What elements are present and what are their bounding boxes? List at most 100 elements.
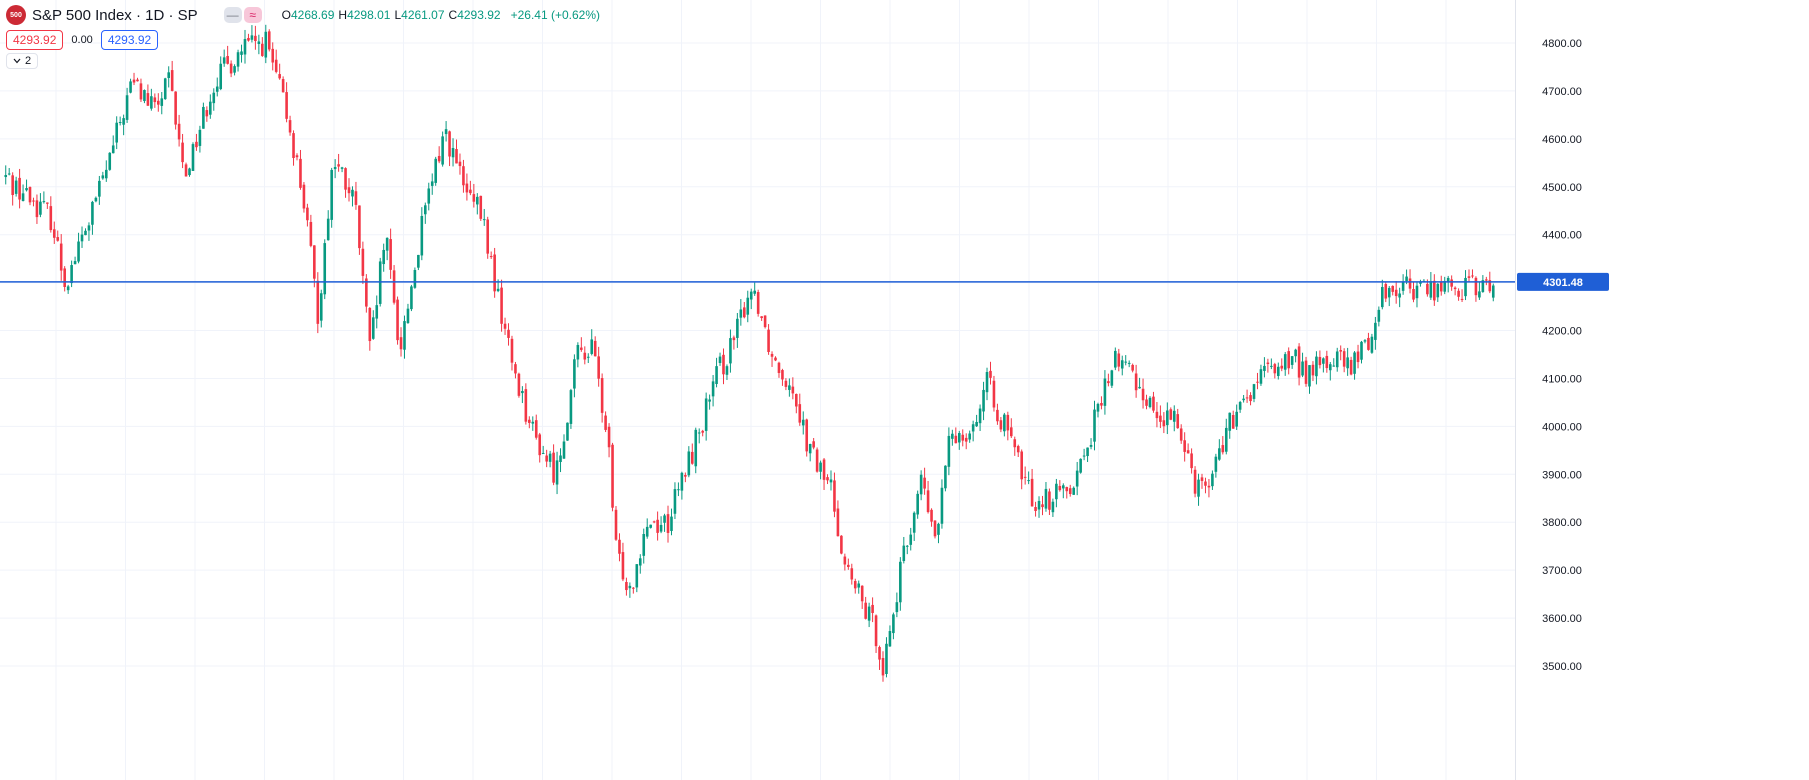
buy-price-button[interactable]: 4293.92 bbox=[100, 30, 159, 50]
candle-body bbox=[285, 92, 288, 119]
candle bbox=[725, 364, 729, 381]
price-label-text: 4301.48 bbox=[1543, 277, 1583, 289]
candle bbox=[895, 592, 899, 618]
candle-body bbox=[1179, 428, 1183, 441]
candle bbox=[878, 645, 881, 670]
candle bbox=[885, 637, 888, 678]
approx-toggle-icon[interactable]: ≈ bbox=[243, 7, 262, 23]
candle bbox=[1169, 407, 1173, 421]
candle bbox=[469, 180, 472, 196]
candle bbox=[1360, 340, 1363, 364]
candle-body bbox=[989, 370, 992, 378]
candle bbox=[697, 428, 701, 444]
candle-body bbox=[704, 398, 708, 431]
candle bbox=[808, 443, 812, 462]
candle-body bbox=[926, 490, 930, 513]
minus-toggle-icon[interactable]: — bbox=[223, 7, 242, 23]
candle bbox=[226, 45, 229, 65]
candle bbox=[1082, 448, 1086, 461]
candle bbox=[46, 202, 49, 209]
candle-body bbox=[812, 441, 815, 448]
sell-price-button[interactable]: 4293.92 bbox=[6, 30, 64, 50]
candle-body bbox=[715, 366, 718, 384]
candle-body bbox=[798, 404, 802, 423]
candle bbox=[479, 195, 483, 221]
candle-body bbox=[1467, 276, 1471, 278]
candle-body bbox=[1290, 356, 1294, 365]
candle bbox=[403, 315, 406, 359]
candle bbox=[1381, 279, 1384, 310]
candle-body bbox=[132, 79, 136, 83]
candle bbox=[215, 77, 219, 97]
candle-body bbox=[337, 164, 340, 167]
candle bbox=[313, 245, 316, 288]
candle-body bbox=[451, 148, 455, 158]
candle-body bbox=[1249, 395, 1252, 402]
candle-body bbox=[42, 201, 46, 203]
y-tick-label: 3500.00 bbox=[1542, 661, 1582, 673]
candle-body bbox=[333, 167, 337, 170]
candle-body bbox=[1190, 453, 1193, 469]
candle-body bbox=[611, 444, 614, 508]
candle-body bbox=[645, 526, 649, 537]
candle-body bbox=[933, 520, 937, 537]
indicators-collapse-button[interactable]: 2 bbox=[6, 53, 39, 69]
candle bbox=[333, 159, 337, 179]
candle bbox=[451, 138, 455, 167]
candle-body bbox=[874, 615, 878, 647]
candle-body bbox=[1138, 386, 1141, 389]
candle bbox=[330, 167, 333, 228]
candle bbox=[257, 34, 261, 55]
candle-body bbox=[378, 261, 382, 304]
candle bbox=[146, 84, 150, 106]
candle-body bbox=[295, 155, 299, 158]
candle bbox=[517, 372, 521, 398]
candle-body bbox=[181, 142, 184, 163]
candle bbox=[1235, 404, 1238, 430]
candle-body bbox=[28, 187, 32, 203]
sp500-logo-icon[interactable]: 500 bbox=[6, 5, 26, 25]
candle bbox=[902, 536, 906, 564]
candle bbox=[694, 427, 698, 474]
candle-body bbox=[1016, 446, 1020, 453]
candle bbox=[1062, 483, 1065, 499]
candle bbox=[1179, 424, 1183, 444]
candle bbox=[756, 289, 760, 317]
candle-body bbox=[264, 31, 268, 58]
candle-body bbox=[732, 337, 736, 341]
candle bbox=[337, 153, 340, 172]
price-axis[interactable]: 4800.004700.004600.004500.004400.004300.… bbox=[1515, 0, 1809, 780]
candle bbox=[663, 513, 666, 532]
candle bbox=[840, 535, 843, 555]
candle-body bbox=[590, 339, 594, 354]
candle bbox=[833, 472, 836, 518]
candle-body bbox=[919, 474, 923, 495]
candle-body bbox=[371, 317, 375, 339]
candle bbox=[718, 352, 722, 366]
candle-body bbox=[1367, 337, 1370, 350]
candle-body bbox=[316, 280, 320, 324]
candle-body bbox=[288, 120, 292, 133]
candle bbox=[326, 210, 330, 241]
candle-body bbox=[840, 535, 843, 554]
candle bbox=[1068, 484, 1072, 497]
candle-body bbox=[867, 606, 871, 621]
symbol-title[interactable]: S&P 500 Index · 1D · SP bbox=[32, 6, 198, 24]
candle bbox=[847, 558, 850, 570]
candle-body bbox=[243, 39, 247, 55]
candle bbox=[1283, 352, 1287, 376]
candle bbox=[1259, 364, 1263, 386]
candle bbox=[153, 93, 157, 108]
candle bbox=[274, 49, 278, 74]
candle-body bbox=[1107, 381, 1110, 384]
candle-body bbox=[791, 386, 795, 394]
candle-body bbox=[1204, 481, 1207, 486]
candle-body bbox=[1155, 411, 1159, 419]
candle-body bbox=[1450, 279, 1453, 287]
candle bbox=[28, 186, 32, 206]
candle-body bbox=[1009, 427, 1013, 437]
compare-toggle-group: — ≈ bbox=[223, 7, 262, 23]
candle bbox=[150, 88, 153, 111]
candle bbox=[385, 237, 389, 261]
